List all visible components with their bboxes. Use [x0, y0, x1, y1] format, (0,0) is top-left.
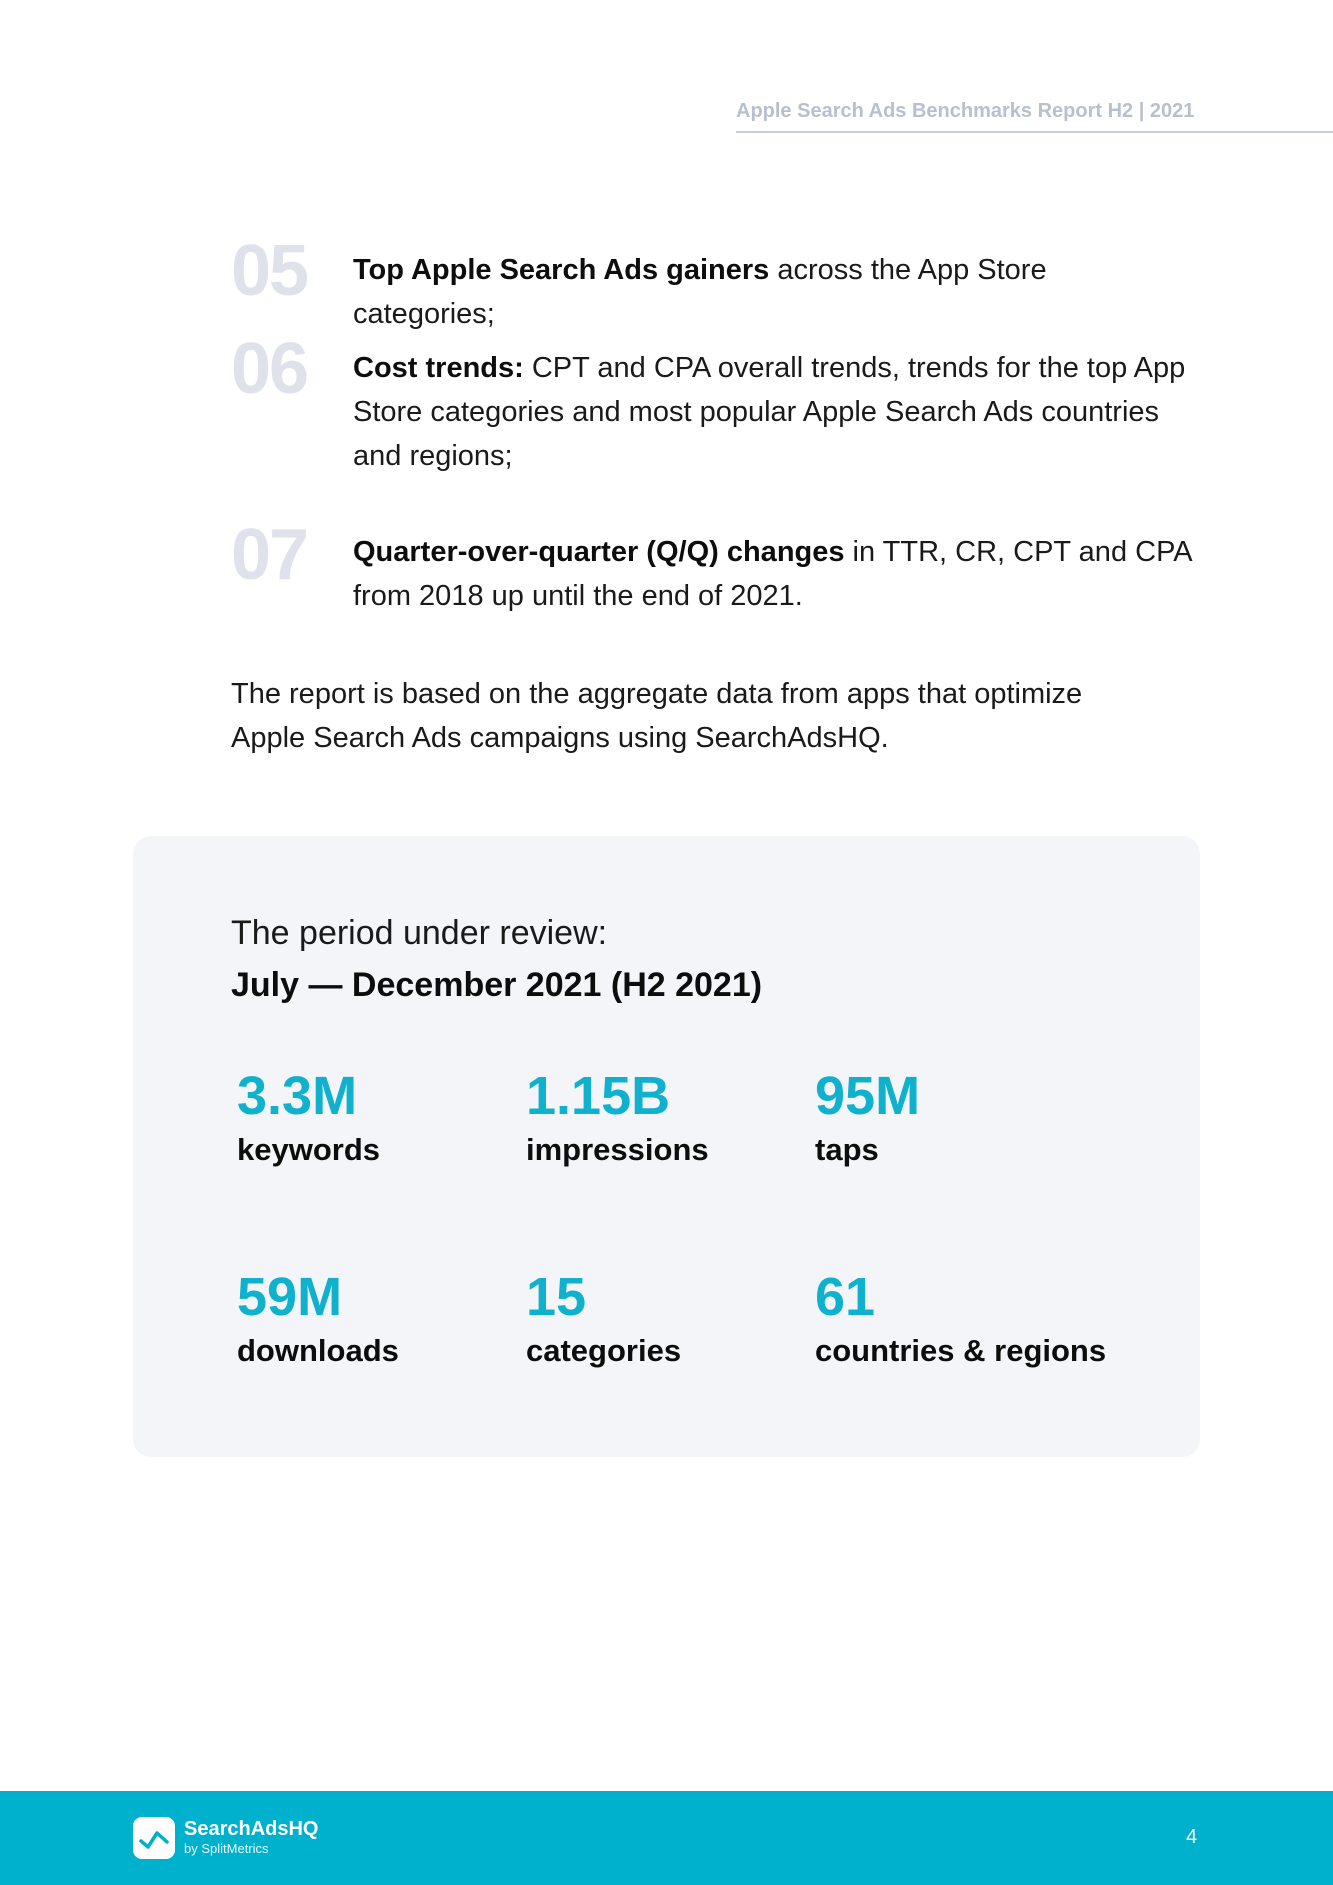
period-label: The period under review:	[231, 914, 608, 952]
stat-countries-regions: 61 countries & regions	[815, 1267, 1106, 1371]
stat-keywords: 3.3M keywords	[237, 1066, 380, 1170]
item-body: across the App Store categories;	[353, 254, 1047, 330]
stat-label: countries & regions	[815, 1333, 1107, 1368]
searchadshq-logo	[133, 1817, 175, 1859]
stat-value: 59M	[237, 1267, 343, 1327]
page-footer	[0, 1791, 1333, 1885]
stat-label: impressions	[526, 1132, 709, 1167]
item-text: Quarter-over-quarter (Q/Q) changes in TT…	[353, 530, 1193, 618]
stat-value: 1.15B	[526, 1066, 671, 1126]
item-body: in TTR, CR, CPT and CPA from 2018 up unt…	[353, 536, 1191, 612]
item-text: Top Apple Search Ads gainers across the …	[353, 248, 1193, 336]
stats-panel	[133, 836, 1200, 1457]
page-number: 4	[1186, 1826, 1198, 1848]
item-body: CPT and CPA overall trends, trends for t…	[353, 352, 1186, 472]
stat-value: 3.3M	[237, 1066, 358, 1126]
stat-taps: 95M taps	[815, 1066, 920, 1170]
stat-impressions: 1.15B impressions	[526, 1066, 709, 1170]
stat-label: keywords	[237, 1132, 381, 1167]
item-number: 06	[231, 329, 309, 409]
item-bold: Cost trends:	[353, 352, 524, 384]
trend-line-icon	[139, 1831, 169, 1849]
item-number: 05	[231, 231, 309, 311]
item-text: Cost trends: CPT and CPA overall trends,…	[353, 346, 1193, 478]
stat-value: 15	[526, 1267, 587, 1327]
stat-label: downloads	[237, 1333, 399, 1368]
stat-label: categories	[526, 1333, 682, 1368]
stat-value: 95M	[815, 1066, 921, 1126]
stat-categories: 15 categories	[526, 1267, 681, 1371]
brand-subtitle: by SplitMetrics	[184, 1841, 269, 1856]
stat-label: taps	[815, 1132, 879, 1167]
report-header-title: Apple Search Ads Benchmarks Report H2 | …	[736, 100, 1195, 122]
brand-name: SearchAdsHQ	[184, 1818, 319, 1840]
stat-value: 61	[815, 1267, 876, 1327]
intro-paragraph: The report is based on the aggregate dat…	[231, 678, 1083, 754]
stat-downloads: 59M downloads	[237, 1267, 399, 1371]
item-number: 07	[231, 515, 309, 595]
item-bold: Top Apple Search Ads gainers	[353, 254, 770, 286]
header-divider	[736, 131, 1333, 133]
item-bold: Quarter-over-quarter (Q/Q) changes	[353, 536, 845, 568]
period-value: July — December 2021 (H2 2021)	[231, 966, 763, 1004]
